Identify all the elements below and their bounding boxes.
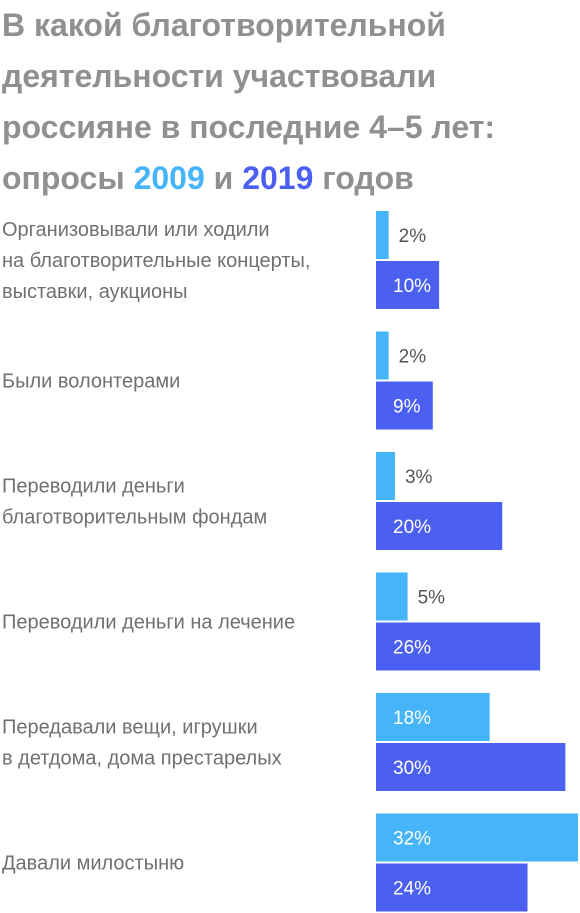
category-label-line: Давали милостыню	[2, 853, 184, 875]
category-label: Организовывали или ходили на благотворите…	[2, 219, 310, 303]
category-label: Переводили деньги на лечение	[2, 612, 295, 634]
chart-title: В какой благотворительной деятельности у…	[2, 0, 578, 204]
category-label: Давали милостыню	[2, 853, 184, 875]
category-label: Передавали вещи, игрушки в детдома, дома …	[2, 717, 282, 770]
title-line-4-prefix: опросы	[2, 160, 125, 196]
data-label-2019: 24%	[393, 879, 431, 900]
bar-2009	[376, 693, 490, 741]
bar-2009	[376, 331, 389, 380]
data-label-2009: 3%	[405, 467, 433, 488]
bar-group: Организовывали или ходили на благотворите…	[2, 211, 440, 309]
bar-2019	[376, 863, 528, 912]
bar-2009	[376, 452, 395, 500]
data-label-2009: 18%	[393, 708, 431, 729]
data-label-2009: 2%	[399, 226, 427, 247]
bar-2019	[376, 743, 566, 791]
category-label-line: Переводили деньги	[2, 476, 185, 498]
category-label-line: выставки, аукционы	[2, 281, 188, 303]
data-label-2019: 30%	[393, 758, 431, 779]
title-conjunction: и	[213, 160, 234, 196]
title-line-4-suffix: годов	[322, 160, 414, 196]
category-label-line: Были волонтерами	[2, 371, 180, 393]
bar-group: Переводили деньги на лечение 5% 26%	[2, 572, 541, 671]
category-label-line: Организовывали или ходили	[2, 219, 270, 241]
category-label-line: Передавали вещи, игрушки	[2, 717, 258, 739]
category-label-line: благотворительным фондам	[2, 507, 267, 529]
data-label-2019: 9%	[393, 397, 421, 418]
data-label-2009: 5%	[418, 588, 446, 609]
bar-group: Переводили деньги благотворительным фонда…	[2, 452, 503, 550]
bar-group: Были волонтерами 2% 9%	[2, 331, 433, 430]
bar-group: Передавали вещи, игрушки в детдома, дома …	[2, 693, 566, 791]
bar-2019	[376, 381, 433, 430]
title-line-1: В какой благотворительной	[2, 7, 446, 43]
bar-group: Давали милостыню 32% 24%	[2, 813, 578, 912]
category-label-line: Переводили деньги на лечение	[2, 612, 295, 634]
title-line-2: деятельности участвовали	[2, 58, 437, 94]
legend-year-2009: 2009	[133, 160, 205, 196]
bar-2009	[376, 572, 408, 621]
data-label-2019: 10%	[393, 276, 431, 297]
bar-2019	[376, 622, 541, 671]
bar-2009	[376, 813, 578, 862]
bar-2009	[376, 211, 389, 259]
data-label-2019: 20%	[393, 517, 431, 538]
category-label-line: на благотворительные концерты,	[2, 250, 310, 272]
legend-year-2019: 2019	[242, 160, 314, 196]
bar-2019	[376, 261, 440, 309]
bar-2019	[376, 502, 503, 550]
title-line-3: россияне в последние 4–5 лет:	[2, 109, 496, 145]
category-label: Переводили деньги благотворительным фонда…	[2, 476, 267, 529]
data-label-2019: 26%	[393, 638, 431, 659]
category-label: Были волонтерами	[2, 371, 180, 393]
category-label-line: в детдома, дома престарелых	[2, 748, 282, 770]
data-label-2009: 32%	[393, 829, 431, 850]
data-label-2009: 2%	[399, 347, 427, 368]
